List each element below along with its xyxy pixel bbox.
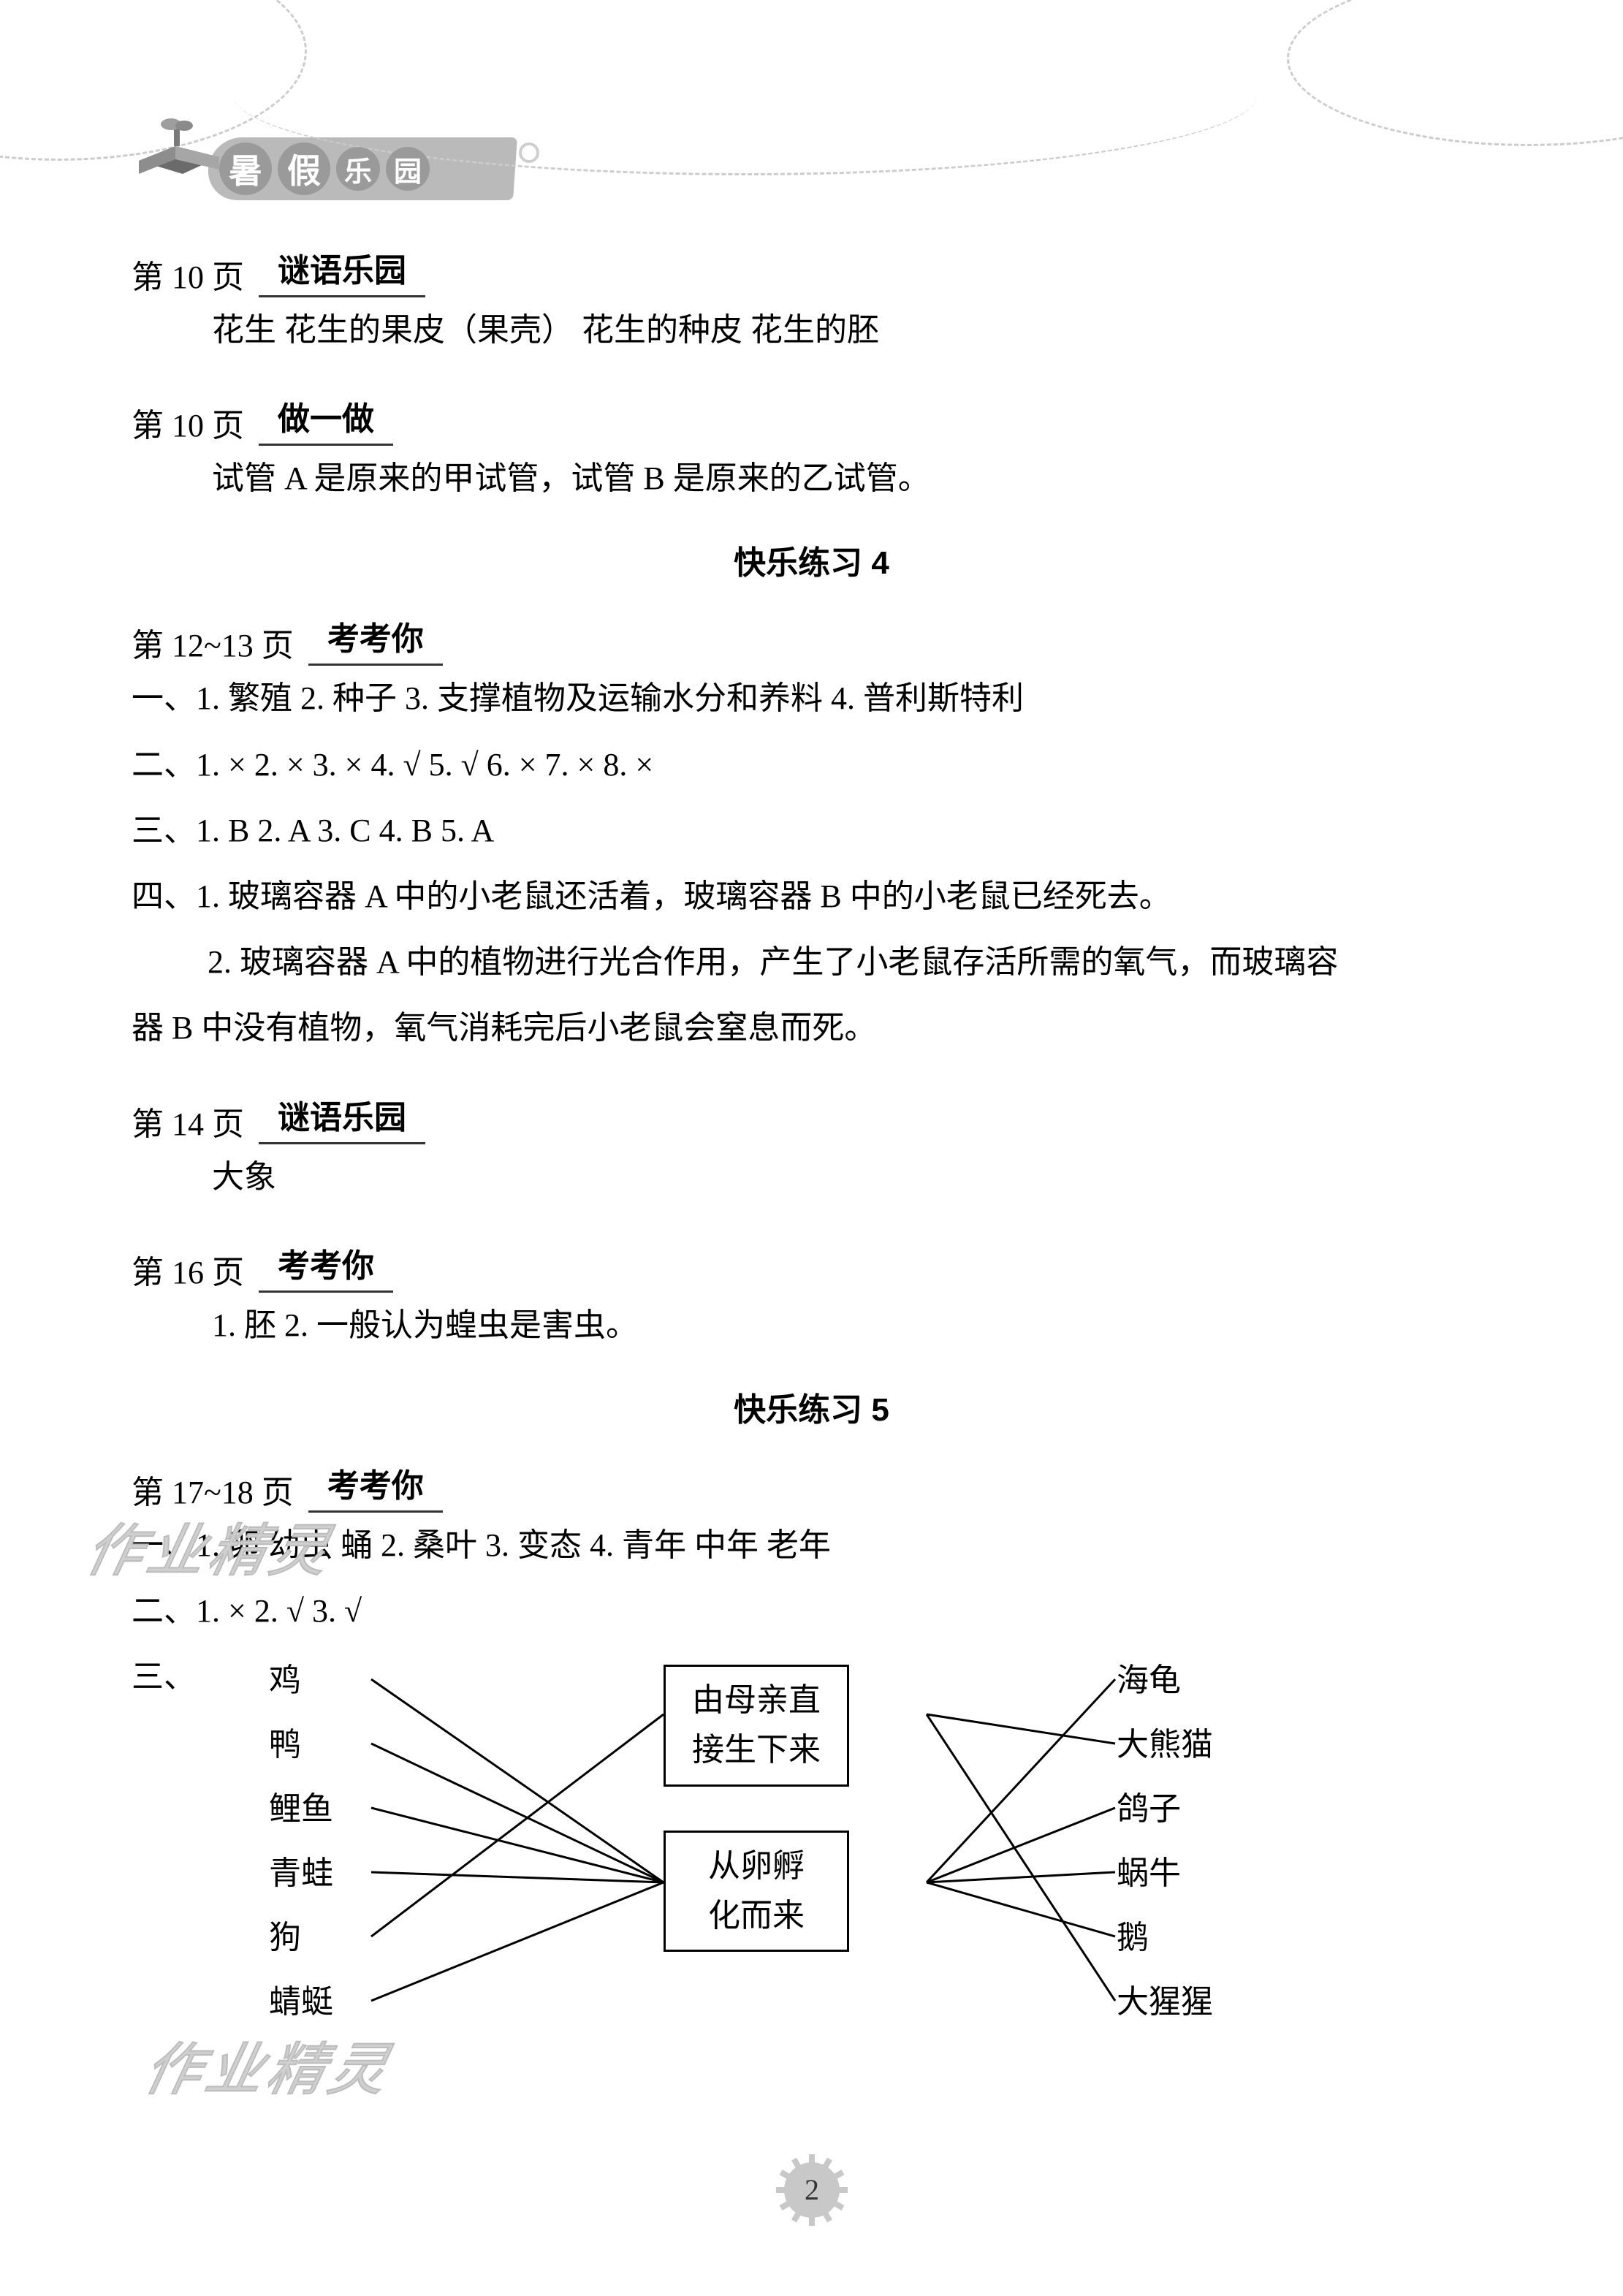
match-right-col: 海龟大熊猫鸽子蜗牛鹅大猩猩 (1117, 1649, 1213, 2034)
section-header: 第 10 页 做一做 (132, 389, 1491, 446)
header-banner: 暑 假 乐 园 (146, 102, 1491, 212)
match-left-item: 青蛙 (269, 1841, 333, 1906)
match-left-item: 鸭 (269, 1713, 333, 1777)
answer-text: 一、1. 卵 幼虫 蛹 2. 桑叶 3. 变态 4. 青年 中年 老年 (132, 1513, 1491, 1578)
match-center-col: 由母亲直 接生下来 从卵孵 化而来 (664, 1665, 849, 1996)
banner-char: 乐 (336, 147, 380, 191)
center-box: 由母亲直 接生下来 (664, 1665, 849, 1786)
match-right-item: 大熊猫 (1117, 1713, 1213, 1777)
match-left-col: 鸡鸭鲤鱼青蛙狗蜻蜓 (269, 1649, 333, 2034)
decorative-circle (519, 142, 539, 163)
answer-text: 试管 A 是原来的甲试管，试管 B 是原来的乙试管。 (212, 446, 1491, 512)
match-right-item: 蜗牛 (1117, 1841, 1213, 1906)
page-number: 2 (805, 2173, 819, 2206)
box-line: 从卵孵 (692, 1841, 821, 1891)
section-tag: 谜语乐园 (259, 1088, 425, 1144)
match-right-item: 鸽子 (1117, 1777, 1213, 1841)
answer-text: 四、1. 玻璃容器 A 中的小老鼠还活着，玻璃容器 B 中的小老鼠已经死去。 (132, 864, 1491, 930)
center-box: 从卵孵 化而来 (664, 1831, 849, 1952)
answer-text: 二、1. × 2. × 3. × 4. √ 5. √ 6. × 7. × 8. … (132, 732, 1491, 798)
banner-char: 园 (386, 147, 430, 191)
match-right-item: 大猩猩 (1117, 1970, 1213, 2034)
answer-text: 1. 胚 2. 一般认为蝗虫是害虫。 (212, 1293, 1491, 1358)
book-icon (132, 117, 234, 190)
page-ref: 第 10 页 (132, 399, 244, 446)
banner-title: 暑 假 乐 园 (219, 142, 430, 195)
answer-text: 大象 (212, 1144, 1491, 1210)
answer-text: 花生 花生的果皮（果壳） 花生的种皮 花生的胚 (212, 297, 1491, 363)
section-header: 第 14 页 谜语乐园 (132, 1088, 1491, 1144)
page-root: 暑 假 乐 园 第 10 页 谜语乐园 花生 花生的果皮（果壳） 花生的种皮 花… (0, 0, 1623, 2087)
section-header: 第 10 页 谜语乐园 (132, 241, 1491, 297)
answer-text: 一、1. 繁殖 2. 种子 3. 支撑植物及运输水分和养料 4. 普利斯特利 (132, 666, 1491, 731)
box-line: 化而来 (692, 1891, 821, 1941)
practice-title: 快乐练习 4 (132, 536, 1491, 583)
match-right-item: 海龟 (1117, 1649, 1213, 1713)
box-line: 由母亲直 (692, 1676, 821, 1725)
match-left-item: 鲤鱼 (269, 1777, 333, 1841)
matching-section: 三、 鸡鸭鲤鱼青蛙狗蜻蜓 由母亲直 接生下来 从卵孵 化而来 海龟大熊猫鸽子蜗牛… (132, 1644, 1491, 2087)
q3-label: 三、 (132, 1644, 196, 2087)
page-ref: 第 16 页 (132, 1246, 244, 1293)
section-tag: 考考你 (259, 1236, 393, 1293)
answer-text: 二、1. × 2. √ 3. √ (132, 1578, 1491, 1644)
page-ref: 第 14 页 (132, 1098, 244, 1144)
match-left-item: 蜻蜓 (269, 1970, 333, 2034)
page-ref: 第 10 页 (132, 251, 244, 297)
page-ref: 第 17~18 页 (132, 1466, 294, 1513)
answer-text: 2. 玻璃容器 A 中的植物进行光合作用，产生了小老鼠存活所需的氧气，而玻璃容 (208, 930, 1491, 995)
match-diagram: 鸡鸭鲤鱼青蛙狗蜻蜓 由母亲直 接生下来 从卵孵 化而来 海龟大熊猫鸽子蜗牛鹅大猩… (196, 1649, 1491, 2087)
section-header: 第 16 页 考考你 (132, 1236, 1491, 1293)
banner-char: 暑 (219, 142, 272, 195)
section-header: 第 17~18 页 考考你 (132, 1456, 1491, 1513)
match-right-item: 鹅 (1117, 1906, 1213, 1970)
section-tag: 考考你 (308, 1456, 443, 1513)
box-line: 接生下来 (692, 1725, 821, 1775)
section-tag: 谜语乐园 (259, 241, 425, 297)
section-header: 第 12~13 页 考考你 (132, 609, 1491, 666)
section-tag: 做一做 (259, 389, 393, 446)
banner-char: 假 (278, 142, 330, 195)
answer-text: 器 B 中没有植物，氧气消耗完后小老鼠会窒息而死。 (132, 995, 1491, 1061)
practice-title: 快乐练习 5 (132, 1383, 1491, 1430)
match-left-item: 狗 (269, 1906, 333, 1970)
page-number-gear: 2 (772, 2150, 852, 2230)
answer-text: 三、1. B 2. A 3. C 4. B 5. A (132, 798, 1491, 864)
match-left-item: 鸡 (269, 1649, 333, 1713)
section-tag: 考考你 (308, 609, 443, 666)
page-ref: 第 12~13 页 (132, 619, 294, 666)
